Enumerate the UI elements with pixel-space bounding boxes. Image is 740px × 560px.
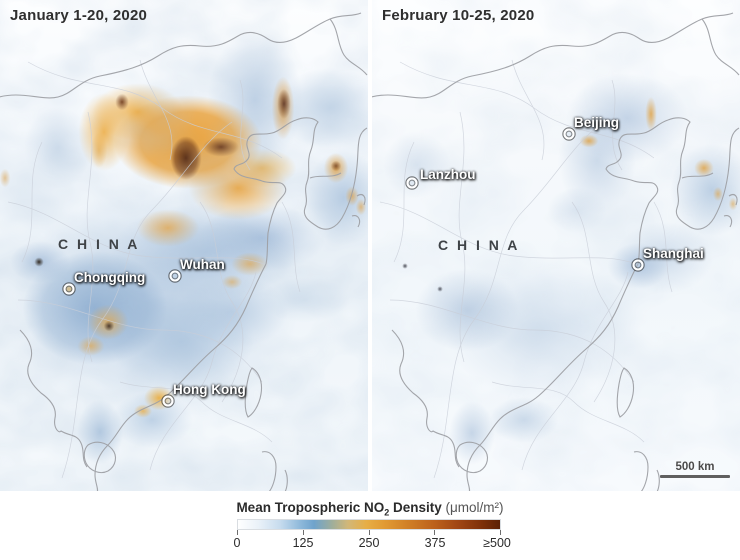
city-marker-icon	[632, 259, 644, 271]
city-marker-icon	[162, 395, 174, 407]
borders-coastlines-layer	[372, 0, 740, 491]
city-label: Shanghai	[643, 246, 704, 261]
no2-cloud-texture	[0, 0, 368, 491]
city-marker-icon	[63, 283, 75, 295]
colorbar-tick-label: 0	[233, 536, 241, 550]
country-label-china: C H I N A	[438, 237, 520, 253]
city-marker-icon	[563, 128, 575, 140]
colorbar-tick-label: ≥500	[483, 536, 511, 550]
colorbar-tick-label: 250	[358, 536, 380, 550]
city-marker-icon	[169, 270, 181, 282]
legend-title-main-2: Density	[389, 500, 442, 515]
borders-coastlines-layer	[0, 0, 368, 491]
country-label-china: C H I N A	[58, 236, 140, 252]
map-january: January 1-20, 2020 C H I N A Chongqing W…	[0, 0, 368, 491]
city-label: Beijing	[574, 115, 620, 130]
colorbar-gradient	[237, 519, 501, 530]
map-february: February 10-25, 2020 C H I N A Lanzhou B…	[372, 0, 740, 491]
legend-title-subscript: 2	[384, 507, 390, 518]
city-marker-icon	[406, 177, 418, 189]
city-label: Hong Kong	[173, 382, 246, 397]
scale-bar: 500 km	[660, 461, 730, 478]
legend-title: Mean Tropospheric NO2 Density (μmol/m²)	[0, 500, 740, 518]
scale-bar-line	[660, 475, 730, 478]
colorbar-tick-label: 125	[292, 536, 314, 550]
map-title-february: February 10-25, 2020	[382, 7, 535, 24]
city-label: Chongqing	[74, 270, 146, 285]
map-title-january: January 1-20, 2020	[10, 7, 148, 24]
scale-bar-label: 500 km	[675, 461, 715, 473]
legend-title-main: Mean Tropospheric NO	[236, 500, 385, 515]
colorbar-legend: Mean Tropospheric NO2 Density (μmol/m²) …	[0, 491, 740, 560]
colorbar-tick-marks	[237, 530, 501, 535]
no2-cloud-texture	[372, 0, 740, 491]
city-label: Wuhan	[180, 257, 225, 272]
legend-units: (μmol/m²)	[445, 500, 504, 515]
city-label: Lanzhou	[420, 167, 476, 182]
colorbar-tick-label: 375	[424, 536, 446, 550]
